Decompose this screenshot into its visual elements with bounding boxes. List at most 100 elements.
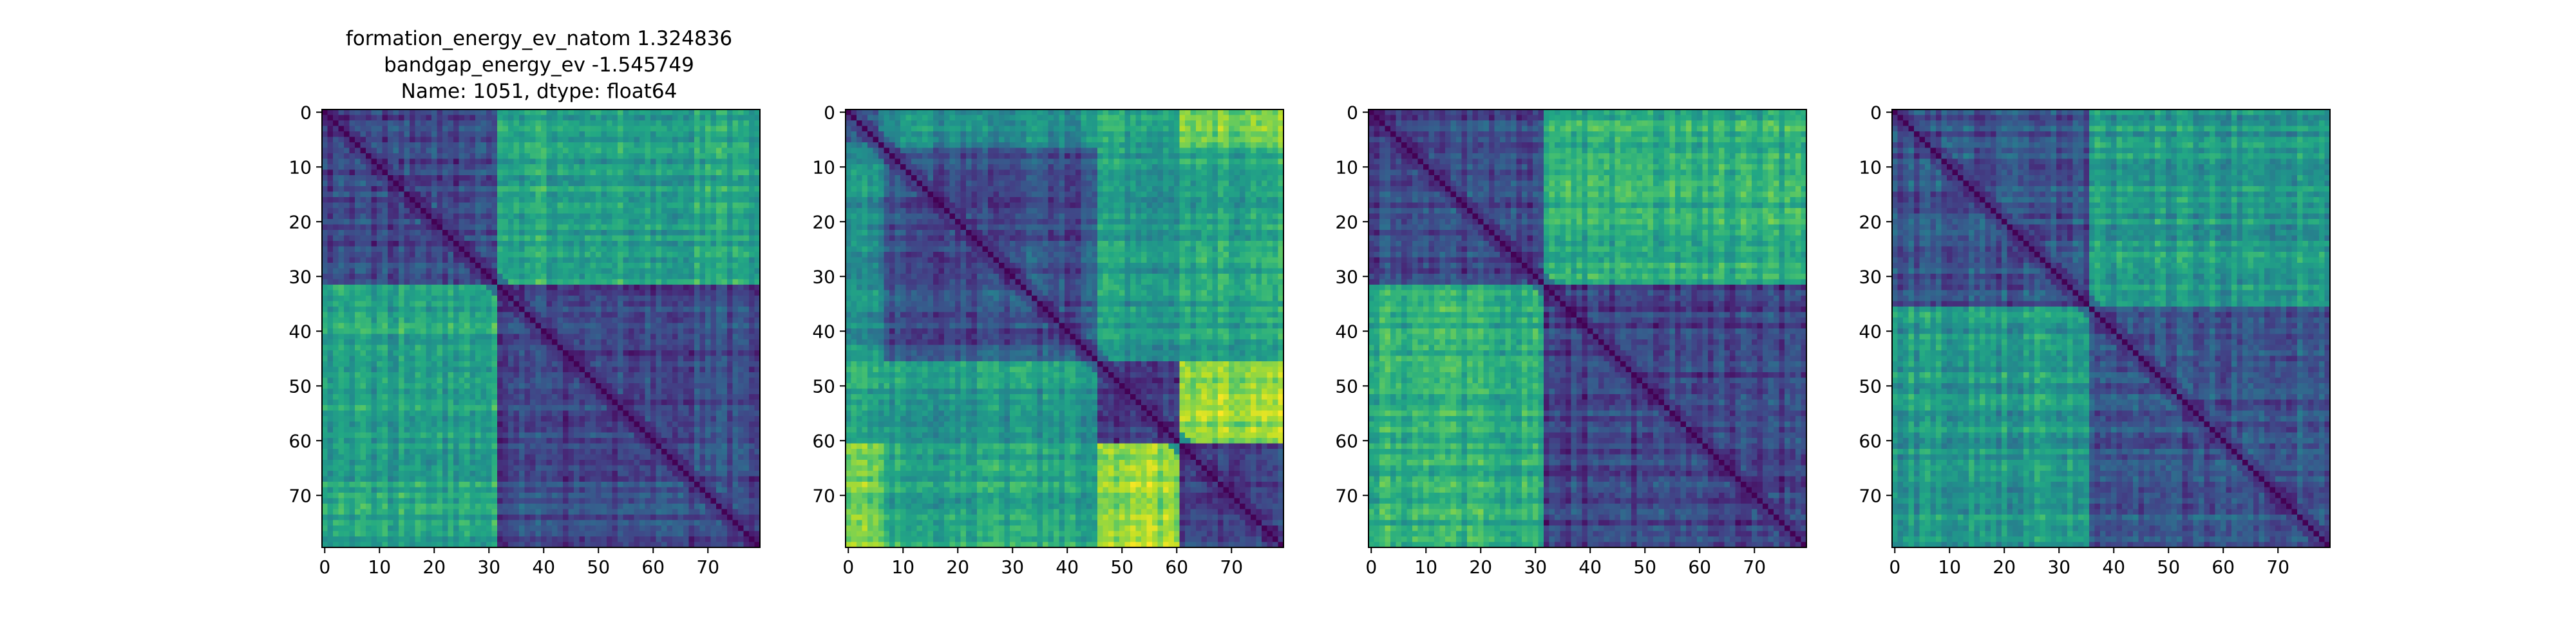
heatmap-cell (372, 170, 377, 176)
heatmap-cell (322, 126, 328, 132)
heatmap-cell (519, 170, 525, 176)
heatmap-cell (574, 115, 580, 121)
heatmap-cell (744, 170, 750, 176)
heatmap-cell (437, 137, 443, 143)
heatmap-cell (339, 120, 345, 126)
heatmap-cell (350, 148, 355, 154)
heatmap-cell (350, 120, 355, 126)
heatmap-cell (650, 142, 656, 148)
heatmap-cell (612, 126, 618, 132)
heatmap-cell (410, 142, 415, 148)
heatmap-cell (475, 181, 481, 187)
heatmap-cell (634, 181, 640, 187)
heatmap-cell (475, 186, 481, 192)
heatmap-cell (366, 131, 372, 137)
heatmap-cell (733, 115, 739, 121)
heatmap-cell (678, 120, 684, 126)
heatmap-cell (683, 115, 689, 121)
heatmap-cell (634, 126, 640, 132)
heatmap-cell (481, 175, 487, 181)
heatmap-cell (591, 126, 596, 132)
heatmap-cell (393, 109, 399, 115)
heatmap-cell (421, 126, 426, 132)
heatmap-cell (738, 120, 744, 126)
heatmap-cell (607, 115, 612, 121)
heatmap-cell (421, 137, 426, 143)
heatmap-cell (514, 131, 520, 137)
heatmap-cell (497, 131, 503, 137)
heatmap-cell (694, 115, 700, 121)
heatmap-cell (448, 109, 454, 115)
heatmap-cell (344, 148, 350, 154)
heatmap-cell (464, 181, 470, 187)
heatmap-cell (749, 148, 755, 154)
heatmap-cell (410, 131, 415, 137)
heatmap-cell (716, 148, 722, 154)
heatmap-cell (470, 137, 476, 143)
heatmap-cell (585, 148, 591, 154)
heatmap-cell (426, 109, 432, 115)
heatmap-cell (711, 142, 717, 148)
heatmap-cell (694, 131, 700, 137)
heatmap-cell (514, 109, 520, 115)
heatmap-cell (694, 170, 700, 176)
heatmap-cell (722, 181, 728, 187)
heatmap-cell (623, 148, 629, 154)
heatmap-cell (530, 131, 536, 137)
heatmap-cell (481, 115, 487, 121)
heatmap-cell (607, 137, 612, 143)
heatmap-cell (426, 126, 432, 132)
heatmap-cell (393, 159, 399, 165)
heatmap-cell (645, 164, 651, 170)
heatmap-cell (744, 153, 750, 159)
heatmap-cell (481, 142, 487, 148)
heatmap-cell (569, 175, 574, 181)
heatmap-cell (366, 164, 372, 170)
heatmap-cell (607, 120, 612, 126)
heatmap-cell (607, 131, 612, 137)
heatmap-cell (344, 170, 350, 176)
heatmap-cell (393, 164, 399, 170)
heatmap-cell (601, 126, 607, 132)
heatmap-cell (618, 175, 623, 181)
heatmap-cell (744, 126, 750, 132)
heatmap-cell (481, 159, 487, 165)
heatmap-cell (580, 115, 585, 121)
heatmap-cell (672, 164, 678, 170)
heatmap-cell (683, 159, 689, 165)
heatmap-cell (459, 115, 465, 121)
heatmap-cell (399, 126, 404, 132)
heatmap-cell (388, 153, 393, 159)
heatmap-cell (547, 175, 553, 181)
heatmap-cell (634, 142, 640, 148)
heatmap-cell (322, 170, 328, 176)
heatmap-cell (569, 153, 574, 159)
heatmap-cell (410, 115, 415, 121)
heatmap-cell (503, 148, 509, 154)
heatmap-cell (574, 159, 580, 165)
heatmap-cell (475, 170, 481, 176)
heatmap-cell (711, 164, 717, 170)
heatmap-cell (410, 153, 415, 159)
heatmap-cell (683, 153, 689, 159)
heatmap-cell (639, 115, 645, 121)
heatmap-cell (574, 175, 580, 181)
heatmap-cell (361, 109, 366, 115)
heatmap-cell (563, 181, 569, 187)
heatmap-cell (601, 131, 607, 137)
heatmap-cell (536, 120, 542, 126)
heatmap-cell (623, 175, 629, 181)
heatmap-cell (563, 148, 569, 154)
heatmap-cell (361, 137, 366, 143)
heatmap-cell (350, 164, 355, 170)
heatmap-cell (744, 115, 750, 121)
heatmap-cell (563, 142, 569, 148)
heatmap-cell (547, 126, 553, 132)
heatmap-cell (541, 159, 547, 165)
heatmap-cell (453, 120, 459, 126)
heatmap-cell (678, 170, 684, 176)
heatmap-cell (661, 170, 667, 176)
heatmap-cell (421, 186, 426, 192)
heatmap-cell (552, 170, 558, 176)
